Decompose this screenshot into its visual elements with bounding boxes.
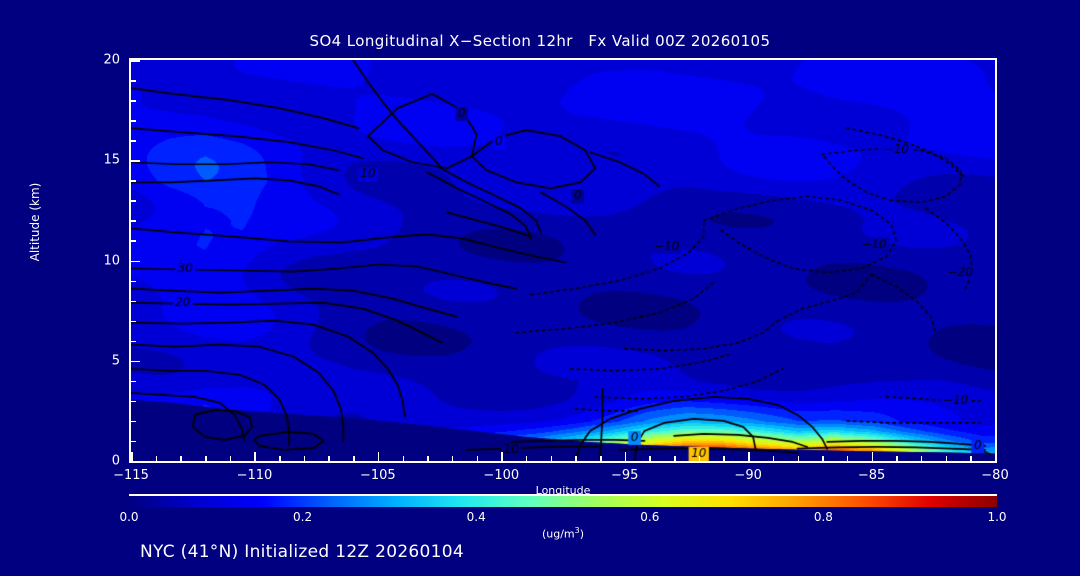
axis-tick-mark [131,100,136,102]
plot-area[interactable] [129,58,997,463]
axis-tick-mark [205,456,207,461]
axis-tick-mark [328,456,330,461]
cb-units-text: (ug/m [541,527,575,541]
axis-tick-mark [501,452,503,461]
colorbar-tick-label: 0.6 [640,510,660,524]
y-axis-label: Altitude (km) [28,182,42,262]
axis-tick-mark [970,456,972,461]
axis-tick-mark [600,456,602,461]
axis-tick-mark [131,260,140,262]
x-tick-label: −115 [113,468,149,483]
axis-tick-mark [649,456,651,461]
axis-tick-mark [575,456,577,461]
axis-tick-mark [377,452,380,461]
axis-tick-mark [131,452,133,461]
colorbar-units-label: (ug/m3) [129,526,997,541]
axis-tick-mark [131,220,136,222]
colorbar[interactable] [129,494,997,507]
axis-tick-mark [945,456,948,461]
x-tick-label: −110 [236,468,273,483]
x-axis-label: Longitude [535,484,591,497]
axis-tick-mark [353,456,355,461]
axis-tick-mark [525,456,528,461]
x-tick-label: −95 [610,468,639,483]
axis-tick-mark [131,360,140,363]
axis-tick-mark [131,420,136,423]
colorbar-tick-label: 0.4 [466,510,486,524]
axis-tick-mark [550,456,553,461]
axis-tick-mark [624,452,627,461]
axis-tick-mark [131,280,136,283]
axis-tick-mark [131,440,136,443]
y-tick-label: 5 [111,353,120,369]
x-tick-label: −85 [857,468,886,483]
axis-tick-mark [698,456,701,461]
colorbar-tick-label: 0.2 [293,510,313,524]
axis-tick-mark [131,300,136,303]
x-tick-label: −100 [483,468,520,483]
colorbar-tick-label: 0.8 [813,510,833,524]
axis-tick-mark [131,180,136,182]
x-tick-label: −90 [734,468,762,483]
y-tick-label: 20 [103,52,120,68]
cb-units-close: ) [579,527,585,541]
axis-tick-mark [896,456,898,461]
axis-tick-mark [822,456,824,461]
axis-tick-mark [427,456,429,461]
axis-tick-mark [723,456,725,461]
axis-tick-mark [131,80,136,82]
axis-tick-mark [402,456,405,461]
axis-tick-mark [131,240,136,242]
axis-tick-mark [131,140,136,142]
axis-tick-mark [451,456,454,461]
colorbar-gradient [129,494,997,507]
axis-tick-mark [846,456,849,461]
page-title: SO4 Longitudinal X−Section 12hr Fx Valid… [309,32,771,50]
footer-caption: NYC (41°N) Initialized 12Z 20260104 [140,542,465,562]
axis-tick-mark [871,452,874,461]
axis-tick-mark [131,120,136,122]
axis-tick-mark [772,456,775,461]
cross-section-heatmap [131,60,995,461]
axis-tick-mark [303,456,306,461]
axis-tick-mark [131,200,136,202]
axis-tick-mark [748,452,750,461]
x-tick-label: −105 [359,468,396,483]
axis-tick-mark [131,160,140,162]
axis-tick-mark [279,456,281,461]
y-tick-label: 10 [103,253,120,268]
axis-tick-mark [180,456,182,461]
axis-tick-mark [254,452,256,461]
y-tick-label: 15 [103,152,120,168]
axis-tick-mark [476,456,479,461]
axis-tick-mark [797,456,799,461]
axis-tick-mark [155,456,158,461]
axis-tick-mark [131,461,140,463]
cb-units-exponent: 3 [574,526,580,535]
axis-tick-mark [674,456,676,461]
axis-tick-mark [131,60,140,62]
axis-tick-mark [131,340,136,343]
axis-tick-mark [920,456,923,461]
colorbar-tick-label: 0.0 [119,510,139,524]
x-tick-label: −80 [981,468,1009,483]
colorbar-tick-label: 1.0 [987,510,1007,524]
axis-tick-mark [131,380,136,383]
axis-tick-mark [131,320,136,323]
axis-tick-mark [131,400,136,403]
y-tick-label: 0 [111,453,120,469]
axis-tick-mark [995,452,997,461]
axis-tick-mark [229,456,232,461]
